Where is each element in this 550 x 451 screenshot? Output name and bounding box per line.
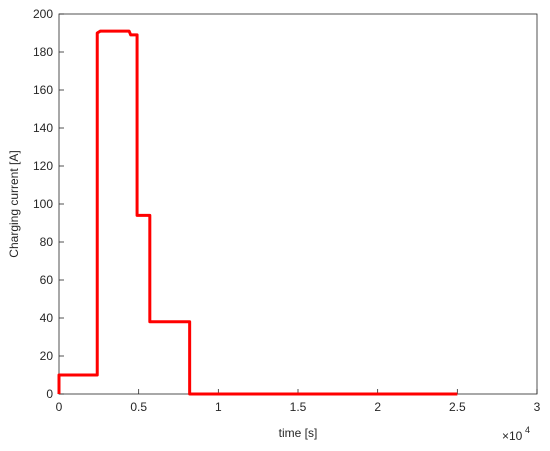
y-tick-label: 0 <box>46 387 53 401</box>
x-multiplier: ×10 <box>502 429 523 443</box>
y-tick-label: 40 <box>40 311 54 325</box>
x-axis-label: time [s] <box>279 426 318 440</box>
y-axis-label: Charging current [A] <box>7 150 21 257</box>
x-multiplier-exponent: 4 <box>525 425 530 435</box>
data-line <box>57 29 458 396</box>
y-tick-label: 180 <box>33 45 53 59</box>
y-tick-label: 120 <box>33 159 53 173</box>
y-tick-label: 200 <box>33 7 53 21</box>
y-tick-label: 60 <box>40 273 54 287</box>
x-tick-label: 2 <box>374 400 381 414</box>
y-tick-label: 20 <box>40 349 54 363</box>
x-tick-label: 2.5 <box>449 400 466 414</box>
x-tick-label: 3 <box>534 400 541 414</box>
y-tick-label: 80 <box>40 235 54 249</box>
x-tick-label: 0 <box>56 400 63 414</box>
x-tick-label: 0.5 <box>130 400 147 414</box>
y-tick-label: 160 <box>33 83 53 97</box>
x-tick-label: 1.5 <box>290 400 307 414</box>
x-tick-label: 1 <box>215 400 222 414</box>
y-tick-label: 140 <box>33 121 53 135</box>
y-tick-label: 100 <box>33 197 53 211</box>
plot-box <box>58 13 538 395</box>
